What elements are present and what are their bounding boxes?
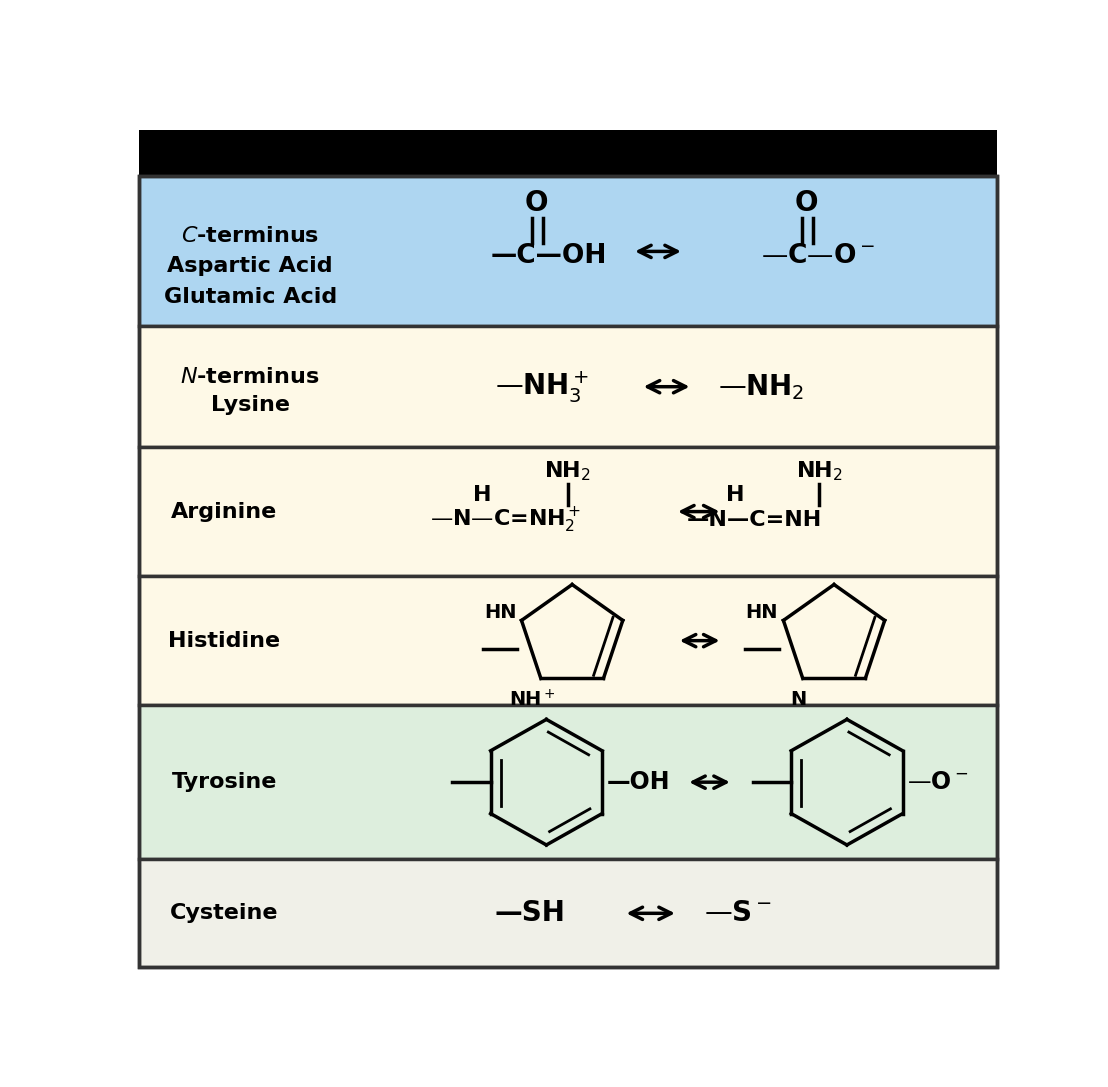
Text: —SH: —SH — [495, 899, 566, 927]
Text: $\it{C}$-terminus: $\it{C}$-terminus — [181, 226, 319, 247]
Bar — [138, 705, 997, 859]
Text: —C—OH: —C—OH — [491, 242, 607, 268]
Text: O: O — [794, 189, 819, 217]
Text: Lysine: Lysine — [211, 395, 289, 415]
Text: —OH: —OH — [606, 771, 670, 795]
Text: $\it{N}$-terminus: $\it{N}$-terminus — [181, 366, 320, 387]
Bar — [138, 447, 997, 576]
Text: Histidine: Histidine — [168, 630, 280, 651]
Text: O: O — [524, 189, 547, 217]
Text: Cysteine: Cysteine — [171, 903, 278, 923]
Bar — [138, 130, 997, 176]
Text: —C—O$^-$: —C—O$^-$ — [761, 242, 875, 268]
Text: H: H — [726, 485, 745, 504]
Text: HN: HN — [484, 602, 516, 622]
Text: —O$^-$: —O$^-$ — [907, 771, 968, 795]
Bar — [138, 176, 997, 326]
Text: HN: HN — [746, 602, 778, 622]
Text: Tyrosine: Tyrosine — [172, 772, 277, 792]
Text: NH$_2$: NH$_2$ — [544, 460, 592, 484]
Text: Glutamic Acid: Glutamic Acid — [164, 287, 337, 307]
Text: —N—C=NH: —N—C=NH — [686, 510, 822, 530]
Text: H: H — [473, 485, 491, 504]
Bar — [138, 859, 997, 967]
Text: NH$^+$: NH$^+$ — [509, 689, 556, 710]
Text: NH$_2$: NH$_2$ — [796, 460, 843, 484]
Bar — [138, 576, 997, 705]
Text: —S$^-$: —S$^-$ — [704, 899, 771, 927]
Text: N: N — [790, 690, 807, 709]
Text: —N—C=NH$_2^+$: —N—C=NH$_2^+$ — [430, 505, 582, 535]
Bar — [138, 326, 997, 447]
Text: —NH$_3^+$: —NH$_3^+$ — [495, 368, 588, 404]
Text: —NH$_2$: —NH$_2$ — [718, 372, 804, 401]
Text: Arginine: Arginine — [172, 501, 277, 522]
Text: Aspartic Acid: Aspartic Acid — [167, 257, 332, 276]
